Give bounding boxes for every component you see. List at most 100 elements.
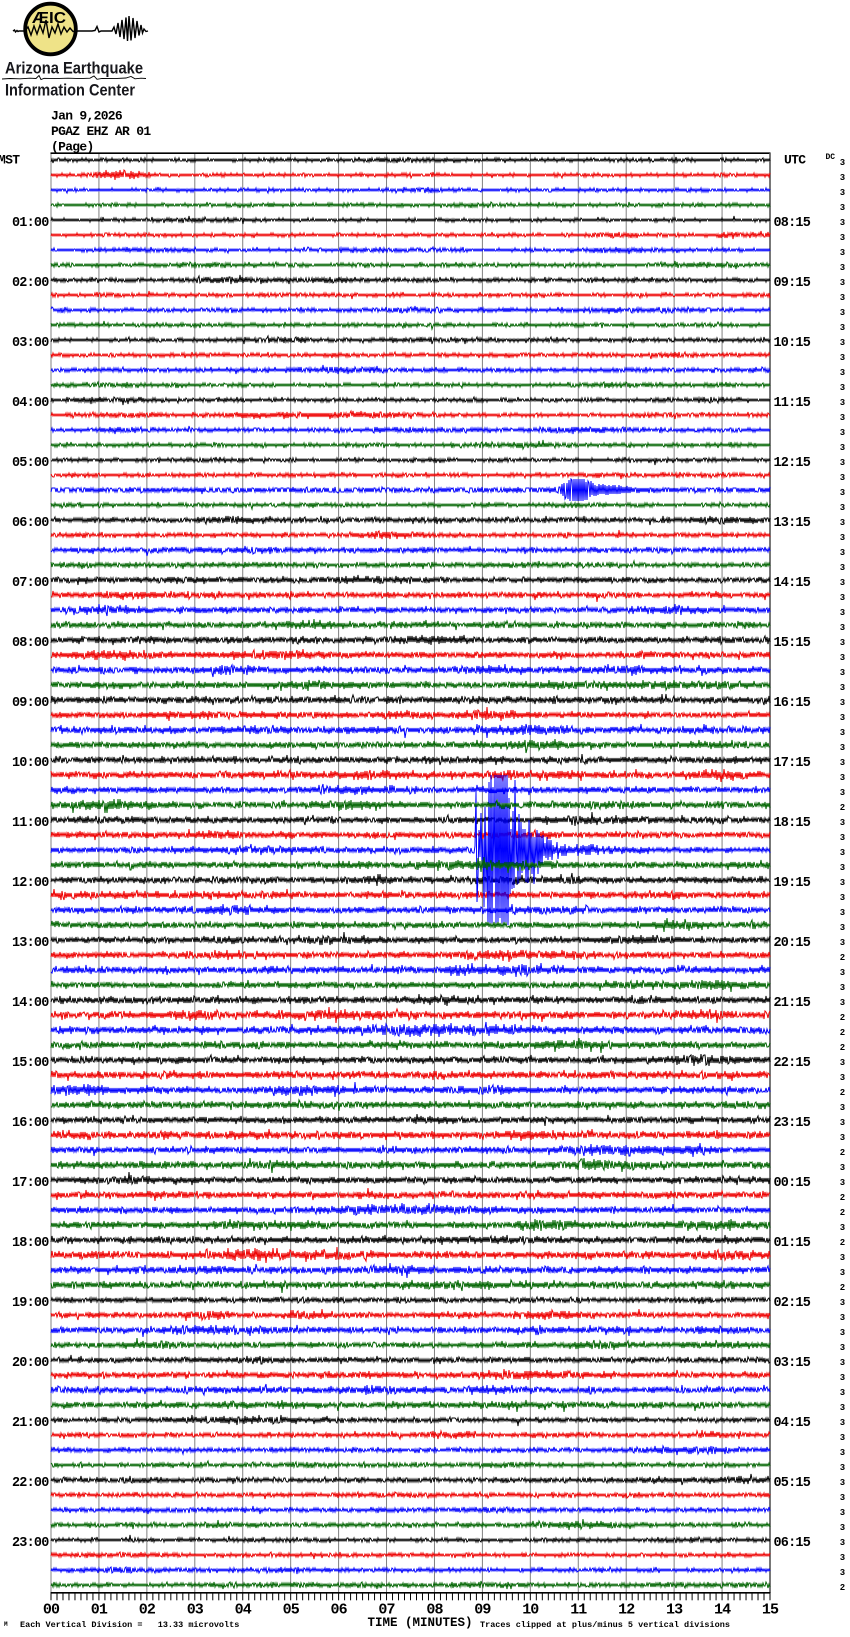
svg-text:2: 2 [840,1283,845,1293]
svg-text:2: 2 [840,1583,845,1593]
svg-text:3: 3 [840,698,845,708]
svg-text:06:00: 06:00 [12,516,49,531]
svg-text:17:15: 17:15 [774,756,811,771]
svg-text:3: 3 [840,623,845,633]
svg-text:3: 3 [840,1178,845,1188]
svg-text:2: 2 [840,1193,845,1203]
svg-text:MST: MST [0,153,20,168]
svg-text:3: 3 [840,653,845,663]
svg-text:3: 3 [840,1373,845,1383]
svg-text:19:00: 19:00 [12,1296,49,1311]
svg-text:3: 3 [840,1058,845,1068]
svg-text:3: 3 [840,1403,845,1413]
svg-text:07: 07 [378,1602,394,1619]
svg-text:16:00: 16:00 [12,1116,49,1131]
svg-text:3: 3 [840,938,845,948]
svg-text:3: 3 [840,833,845,843]
svg-text:05:00: 05:00 [12,456,49,471]
svg-text:09:15: 09:15 [774,276,811,291]
svg-text:3: 3 [840,1328,845,1338]
svg-text:3: 3 [840,368,845,378]
svg-text:2: 2 [840,1013,845,1023]
svg-text:3: 3 [840,848,845,858]
svg-text:12:00: 12:00 [12,876,49,891]
svg-text:00: 00 [43,1602,60,1619]
svg-text:13:15: 13:15 [774,516,811,531]
svg-text:02: 02 [139,1602,156,1619]
svg-text:3: 3 [840,668,845,678]
svg-text:3: 3 [840,818,845,828]
svg-text:06:15: 06:15 [774,1536,811,1551]
svg-text:3: 3 [840,1223,845,1233]
svg-text:3: 3 [840,443,845,453]
svg-text:06: 06 [330,1602,347,1619]
svg-text:11: 11 [570,1602,587,1619]
svg-text:3: 3 [840,1553,845,1563]
svg-text:16:15: 16:15 [774,696,811,711]
svg-text:20:15: 20:15 [774,936,811,951]
svg-text:3: 3 [840,248,845,258]
svg-text:17:00: 17:00 [12,1176,49,1191]
svg-text:UTC: UTC [784,153,806,168]
svg-text:22:00: 22:00 [12,1476,49,1491]
svg-text:3: 3 [840,188,845,198]
svg-text:3: 3 [840,1388,845,1398]
svg-text:3: 3 [840,548,845,558]
svg-text:07:00: 07:00 [12,576,49,591]
svg-text:3: 3 [840,1358,845,1368]
svg-text:01:15: 01:15 [774,1236,811,1251]
svg-text:3: 3 [840,1418,845,1428]
svg-text:3: 3 [840,398,845,408]
svg-text:04: 04 [235,1602,252,1619]
svg-text:3: 3 [840,893,845,903]
svg-text:3: 3 [840,158,845,168]
svg-text:03: 03 [187,1602,204,1619]
svg-text:3: 3 [840,1478,845,1488]
svg-text:3: 3 [840,1343,845,1353]
svg-text:3: 3 [840,1523,845,1533]
svg-text:3: 3 [840,608,845,618]
svg-text:3: 3 [840,578,845,588]
svg-text:3: 3 [840,908,845,918]
svg-text:3: 3 [840,878,845,888]
svg-text:21:00: 21:00 [12,1416,49,1431]
svg-text:3: 3 [840,593,845,603]
svg-text:3: 3 [840,923,845,933]
svg-text:3: 3 [840,728,845,738]
svg-text:23:15: 23:15 [774,1116,811,1131]
svg-text:3: 3 [840,428,845,438]
svg-text:2: 2 [840,1208,845,1218]
svg-text:3: 3 [840,758,845,768]
svg-text:09: 09 [474,1602,491,1619]
svg-text:08: 08 [426,1602,443,1619]
svg-text:12: 12 [618,1602,635,1619]
svg-text:ÆIC: ÆIC [32,10,66,27]
svg-text:01:00: 01:00 [12,216,49,231]
svg-text:15:15: 15:15 [774,636,811,651]
svg-text:11:15: 11:15 [774,396,811,411]
svg-text:19:15: 19:15 [774,876,811,891]
svg-text:14:15: 14:15 [774,576,811,591]
svg-text:14: 14 [714,1602,731,1619]
svg-text:3: 3 [840,998,845,1008]
svg-text:DC: DC [826,153,836,162]
svg-text:08:00: 08:00 [12,636,49,651]
svg-text:2: 2 [840,1238,845,1248]
svg-text:2: 2 [840,803,845,813]
svg-text:3: 3 [840,173,845,183]
svg-text:23:00: 23:00 [12,1536,49,1551]
svg-text:Arizona Earthquake: Arizona Earthquake [5,60,143,78]
svg-text:3: 3 [840,983,845,993]
svg-text:15:00: 15:00 [12,1056,49,1071]
svg-text:3: 3 [840,1448,845,1458]
svg-text:3: 3 [840,518,845,528]
svg-text:03:15: 03:15 [774,1356,811,1371]
svg-text:PGAZ EHZ AR 01: PGAZ EHZ AR 01 [51,124,151,139]
svg-text:04:15: 04:15 [774,1416,811,1431]
svg-text:2: 2 [840,1028,845,1038]
svg-text:3: 3 [840,203,845,213]
svg-text:2: 2 [840,1148,845,1158]
svg-text:3: 3 [840,458,845,468]
svg-text:3: 3 [840,1118,845,1128]
svg-text:14:00: 14:00 [12,996,49,1011]
